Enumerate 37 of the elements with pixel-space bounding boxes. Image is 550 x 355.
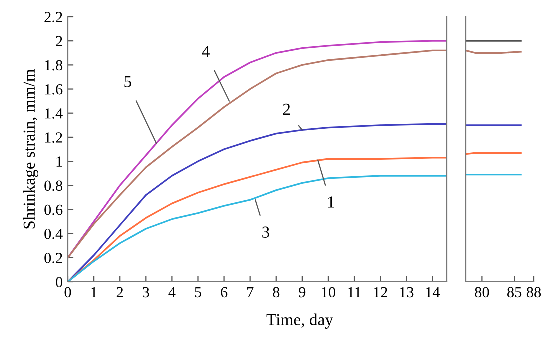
x-tick-label: 85 bbox=[508, 287, 522, 298]
x-tick-label: 12 bbox=[374, 287, 388, 298]
y-tick-label: 2.2 bbox=[44, 12, 62, 23]
x-tick-label: 2 bbox=[116, 287, 124, 298]
x-tick-label: 0 bbox=[64, 287, 72, 298]
x-tick-label: 6 bbox=[221, 287, 228, 298]
y-tick-label: 1.6 bbox=[45, 84, 63, 95]
x-tick-label: 11 bbox=[348, 287, 361, 298]
x-tick-label: 9 bbox=[299, 287, 306, 298]
annotation: 2 bbox=[283, 104, 290, 115]
y-tick-label: 1.8 bbox=[45, 60, 63, 71]
x-tick-label: 10 bbox=[322, 287, 336, 298]
x-tick-label: 8 bbox=[273, 287, 280, 298]
y-tick-label: 0.2 bbox=[44, 253, 62, 264]
annotation: 5 bbox=[124, 76, 132, 88]
y-tick-label: 1.4 bbox=[45, 108, 63, 119]
y-tick-label: 1 bbox=[56, 156, 62, 167]
annotation: 1 bbox=[328, 196, 334, 208]
y-tick-label: 0 bbox=[56, 277, 63, 288]
x-tick-label: 7 bbox=[248, 287, 254, 298]
x-axis-title: Time, day bbox=[266, 314, 334, 329]
x-tick-label: 88 bbox=[526, 287, 542, 298]
y-axis-title: Shrinkage strain, mm/m bbox=[23, 69, 38, 229]
x-tick-label: 4 bbox=[168, 287, 176, 298]
y-tick-label: 0.8 bbox=[44, 180, 63, 192]
annotation: 3 bbox=[262, 226, 270, 238]
y-tick-label: 0.6 bbox=[44, 204, 63, 216]
x-tick-label: 14 bbox=[426, 287, 440, 298]
x-tick-label: 80 bbox=[475, 287, 490, 298]
annotation: 4 bbox=[202, 46, 210, 58]
y-tick-label: 0.4 bbox=[44, 228, 63, 240]
x-tick-label: 1 bbox=[92, 287, 97, 298]
x-tick-label: 3 bbox=[143, 287, 150, 298]
y-tick-label: 1.2 bbox=[45, 132, 62, 143]
x-tick-label: 13 bbox=[400, 287, 414, 298]
x-tick-label: 5 bbox=[195, 287, 202, 298]
y-tick-label: 2 bbox=[56, 36, 62, 46]
